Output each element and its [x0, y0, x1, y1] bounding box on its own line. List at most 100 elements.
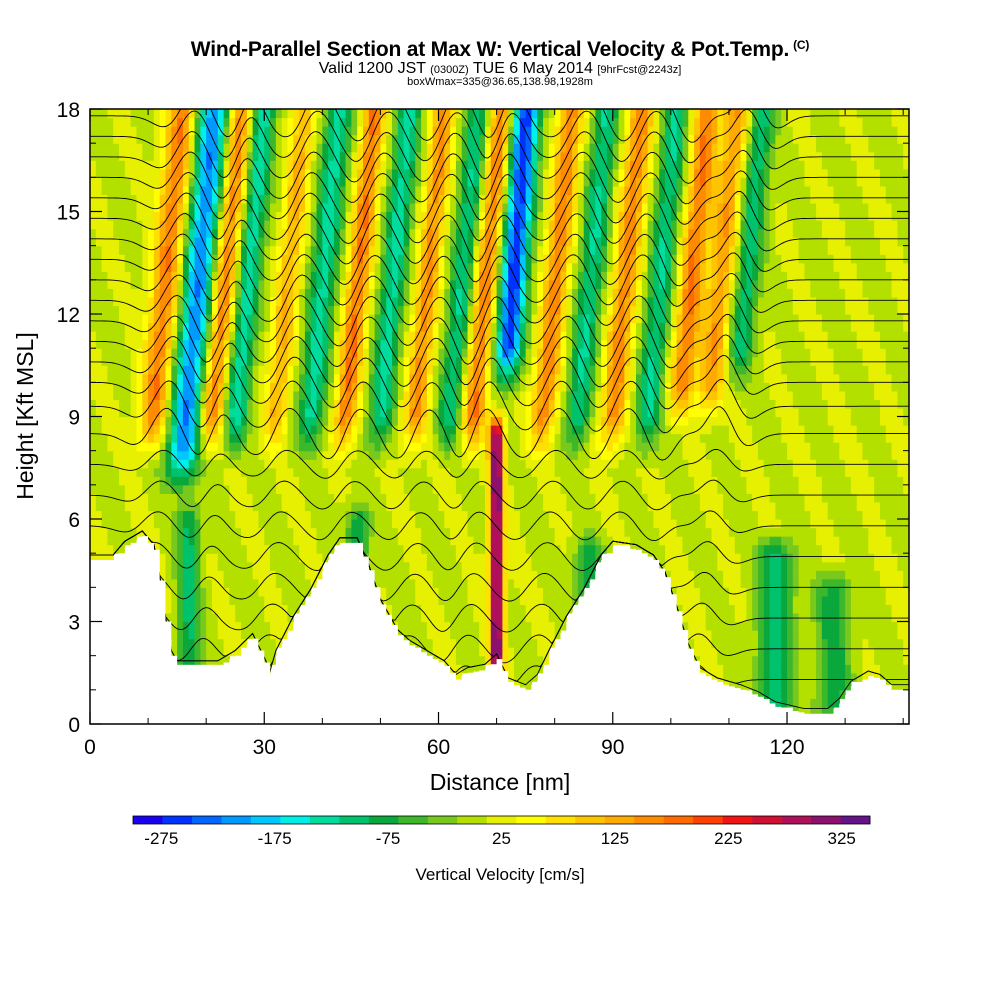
field-cell	[322, 467, 329, 477]
field-cell	[281, 373, 289, 383]
field-cell	[264, 647, 271, 657]
field-cell	[392, 126, 399, 136]
field-cell	[171, 425, 178, 435]
field-cell	[252, 476, 260, 486]
field-cell	[484, 536, 492, 546]
field-cell	[287, 595, 294, 606]
field-cell	[450, 279, 457, 289]
field-cell	[345, 390, 352, 401]
field-cell	[136, 254, 143, 264]
field-cell	[351, 288, 358, 298]
field-cell	[316, 536, 323, 546]
field-cell	[188, 416, 196, 426]
field-cell	[287, 425, 294, 435]
field-cell	[194, 134, 201, 144]
field-cell	[479, 271, 486, 281]
field-cell	[322, 527, 329, 537]
field-cell	[310, 365, 318, 375]
field-cell	[519, 570, 527, 580]
field-cell	[95, 288, 103, 298]
field-cell	[519, 211, 527, 221]
field-cell	[252, 501, 260, 512]
field-cell	[363, 117, 370, 127]
field-cell	[502, 587, 509, 597]
field-cell	[270, 536, 277, 546]
field-cell	[217, 194, 225, 204]
field-cell	[90, 305, 97, 315]
field-cell	[293, 373, 300, 383]
field-cell	[206, 305, 213, 315]
field-cell	[299, 561, 306, 571]
field-cell	[177, 638, 184, 648]
field-cell	[421, 416, 428, 426]
field-cell	[119, 459, 126, 469]
field-cell	[188, 630, 196, 640]
field-cell	[316, 314, 323, 324]
field-cell	[473, 339, 480, 349]
field-cell	[450, 160, 457, 170]
field-cell	[333, 288, 341, 298]
field-cell	[339, 305, 347, 315]
field-cell	[252, 570, 260, 580]
field-cell	[432, 612, 440, 623]
field-cell	[177, 160, 184, 170]
field-cell	[508, 442, 515, 452]
field-cell	[560, 510, 567, 520]
field-cell	[461, 595, 469, 606]
field-cell	[345, 519, 352, 529]
field-cell	[264, 288, 271, 298]
field-cell	[200, 433, 207, 443]
field-cell	[386, 382, 393, 392]
field-cell	[241, 305, 248, 315]
field-cell	[386, 117, 393, 127]
field-cell	[543, 126, 550, 136]
field-cell	[438, 220, 445, 230]
field-cell	[461, 612, 469, 623]
field-cell	[560, 578, 567, 588]
field-cell	[502, 664, 509, 674]
field-cell	[514, 459, 521, 469]
field-cell	[200, 143, 207, 153]
field-cell	[293, 527, 300, 537]
field-cell	[165, 425, 172, 435]
field-cell	[333, 459, 341, 469]
field-cell	[461, 467, 469, 477]
field-cell	[560, 553, 567, 563]
field-cell	[287, 305, 294, 315]
field-cell	[235, 331, 242, 341]
field-cell	[397, 476, 405, 486]
field-cell	[188, 126, 196, 136]
field-cell	[293, 536, 300, 546]
field-cell	[171, 544, 178, 554]
field-cell	[403, 510, 411, 520]
field-cell	[450, 467, 457, 477]
field-cell	[508, 134, 515, 144]
field-cell	[270, 544, 277, 554]
field-cell	[519, 126, 527, 136]
field-cell	[177, 177, 184, 187]
field-cell	[426, 348, 434, 358]
field-cell	[142, 348, 149, 358]
field-cell	[392, 202, 399, 213]
field-cell	[229, 501, 236, 512]
field-cell	[328, 416, 335, 426]
field-cell	[119, 151, 126, 161]
field-cell	[113, 288, 120, 298]
field-cell	[310, 544, 318, 554]
field-cell	[258, 407, 265, 418]
field-cell	[339, 382, 347, 392]
field-cell	[287, 527, 294, 537]
field-cell	[345, 510, 352, 520]
field-cell	[217, 109, 225, 119]
field-cell	[345, 365, 352, 375]
field-cell	[275, 211, 283, 221]
field-cell	[130, 373, 138, 383]
field-cell	[171, 271, 178, 281]
field-cell	[299, 262, 306, 272]
field-cell	[293, 117, 300, 127]
field-cell	[310, 134, 318, 144]
field-cell	[101, 527, 109, 537]
field-cell	[392, 194, 399, 204]
field-cell	[229, 390, 236, 401]
field-cell	[508, 390, 515, 401]
